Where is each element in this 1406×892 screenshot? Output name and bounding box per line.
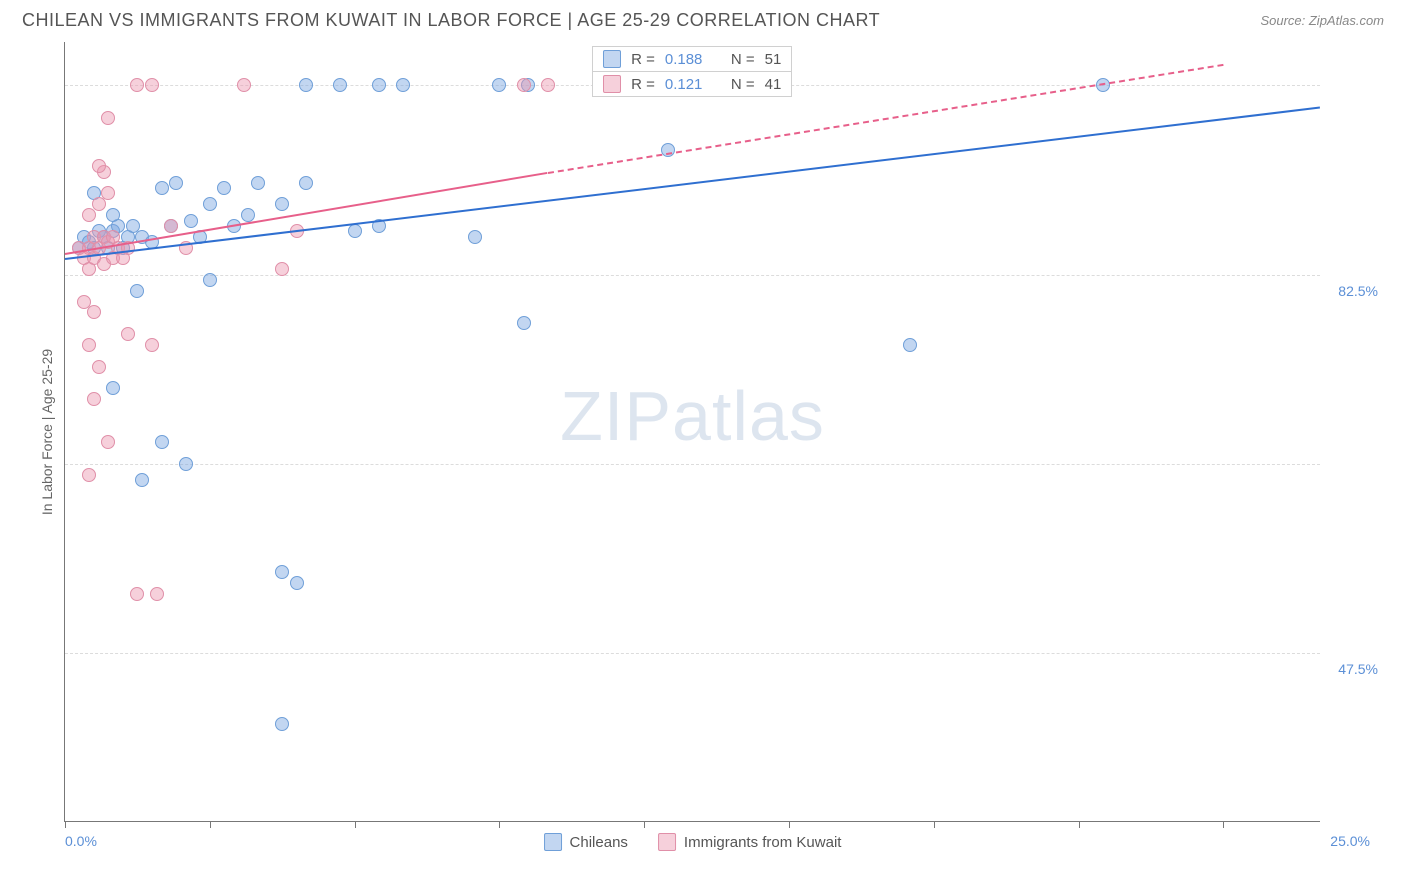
scatter-point [82,208,96,222]
correlation-stats-box: R = 0.188 N = 51 R = 0.121 N = 41 [592,46,792,97]
y-axis-label: In Labor Force | Age 25-29 [39,348,55,514]
scatter-point [82,338,96,352]
legend-item: Immigrants from Kuwait [658,833,842,851]
scatter-point [92,197,106,211]
scatter-point [150,587,164,601]
scatter-point [106,381,120,395]
scatter-point [333,78,347,92]
n-value: 51 [765,51,782,68]
source-attribution: Source: ZipAtlas.com [1260,13,1384,28]
stats-row: R = 0.188 N = 51 [593,47,791,71]
scatter-point [82,468,96,482]
scatter-point [348,224,362,238]
series-swatch [603,50,621,68]
scatter-point [299,176,313,190]
scatter-point [492,78,506,92]
scatter-point [135,473,149,487]
x-tick [934,821,935,828]
scatter-point [101,111,115,125]
scatter-point [155,435,169,449]
chart-title: CHILEAN VS IMMIGRANTS FROM KUWAIT IN LAB… [22,10,880,31]
scatter-point [87,305,101,319]
gridline [65,653,1320,654]
gridline [65,275,1320,276]
scatter-point [275,262,289,276]
r-label: R = [631,76,655,93]
scatter-point [468,230,482,244]
legend-swatch [658,833,676,851]
r-label: R = [631,51,655,68]
scatter-point [130,78,144,92]
scatter-point [541,78,555,92]
scatter-point [92,159,106,173]
scatter-point [169,176,183,190]
x-tick [1079,821,1080,828]
n-value: 41 [765,76,782,93]
scatter-point [164,219,178,233]
scatter-point [145,78,159,92]
y-tick-label: 47.5% [1338,661,1378,677]
scatter-point [101,186,115,200]
scatter-point [517,78,531,92]
y-tick-label: 82.5% [1338,283,1378,299]
legend-swatch [544,833,562,851]
stats-row: R = 0.121 N = 41 [593,71,791,96]
chart-container: In Labor Force | Age 25-29 ZIPatlas 47.5… [22,42,1384,882]
scatter-point [299,78,313,92]
gridline [65,464,1320,465]
scatter-point [130,587,144,601]
scatter-point [203,197,217,211]
x-tick [789,821,790,828]
scatter-point [275,717,289,731]
plot-area: In Labor Force | Age 25-29 ZIPatlas 47.5… [64,42,1320,822]
scatter-point [251,176,265,190]
scatter-point [155,181,169,195]
series-swatch [603,75,621,93]
scatter-point [130,284,144,298]
legend-item: Chileans [544,833,628,851]
x-tick [210,821,211,828]
r-value: 0.121 [665,76,715,93]
scatter-point [396,78,410,92]
x-tick [65,821,66,828]
scatter-point [372,78,386,92]
scatter-point [179,457,193,471]
x-tick [499,821,500,828]
scatter-point [145,338,159,352]
scatter-point [290,576,304,590]
scatter-point [92,360,106,374]
x-tick [355,821,356,828]
scatter-point [517,316,531,330]
legend-label: Chileans [570,834,628,851]
x-tick [1223,821,1224,828]
n-label: N = [731,51,755,68]
scatter-point [275,565,289,579]
scatter-point [101,435,115,449]
x-tick [644,821,645,828]
scatter-point [121,327,135,341]
scatter-point [275,197,289,211]
scatter-point [903,338,917,352]
n-label: N = [731,76,755,93]
watermark: ZIPatlas [560,376,825,456]
scatter-point [241,208,255,222]
x-tick-label: 0.0% [65,833,97,849]
legend-label: Immigrants from Kuwait [684,834,842,851]
scatter-point [106,208,120,222]
scatter-point [237,78,251,92]
scatter-point [87,392,101,406]
r-value: 0.188 [665,51,715,68]
x-tick-label: 25.0% [1330,833,1370,849]
scatter-point [217,181,231,195]
series-legend: Chileans Immigrants from Kuwait [544,833,842,851]
scatter-point [184,214,198,228]
scatter-point [203,273,217,287]
